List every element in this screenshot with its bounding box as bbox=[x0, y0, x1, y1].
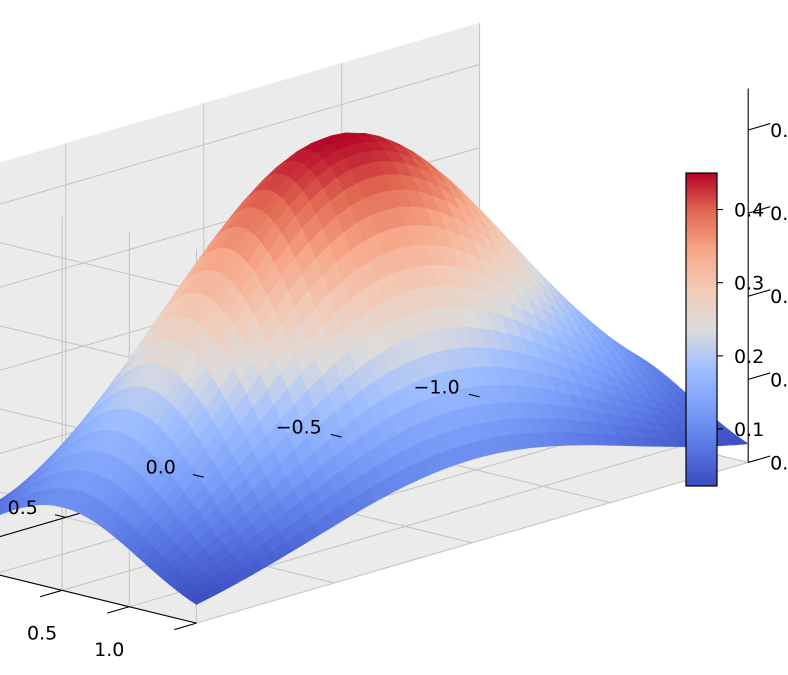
x-tick-mark bbox=[330, 433, 342, 438]
x-tick-label: 0.5 bbox=[8, 497, 38, 519]
surface-patch bbox=[726, 438, 750, 446]
y-tick-mark bbox=[107, 606, 130, 614]
x-tick-label: −0.5 bbox=[276, 417, 322, 439]
colorbar-gradient bbox=[685, 172, 718, 487]
z-tick-mark bbox=[748, 123, 771, 131]
gridline-z-back bbox=[0, 242, 197, 292]
y-tick-label: 0.5 bbox=[27, 622, 57, 644]
colorbar-tick-label: 0.1 bbox=[734, 419, 764, 441]
y-tick-label: 1.0 bbox=[94, 639, 124, 661]
z-tick-mark bbox=[748, 206, 771, 214]
tick-labels: −1.0−0.50.00.51.0−1.0−0.50.00.51.00.00.1… bbox=[8, 120, 788, 661]
colorbar: 0.1 0.2 0.3 0.4 bbox=[685, 172, 764, 487]
colorbar-tick-label: 0.4 bbox=[734, 200, 764, 222]
colorbar-tick-label: 0.2 bbox=[734, 346, 764, 368]
z-tick-label: 0.2 bbox=[770, 286, 788, 308]
gridline-y-floor bbox=[196, 461, 749, 624]
z-tick-mark bbox=[748, 372, 771, 380]
x-tick-mark bbox=[54, 514, 66, 518]
y-tick-mark bbox=[174, 622, 197, 631]
z-tick-label: 0.4 bbox=[770, 120, 788, 142]
x-tick-label: −1.0 bbox=[414, 376, 460, 398]
z-tick-label: 0.0 bbox=[770, 452, 788, 474]
z-tick-mark bbox=[748, 455, 771, 463]
z-tick-label: 0.1 bbox=[770, 369, 788, 391]
z-tick-mark bbox=[748, 289, 771, 297]
x-tick-mark bbox=[192, 474, 204, 478]
x-tick-mark bbox=[468, 393, 480, 398]
colorbar-tick-label: 0.3 bbox=[734, 273, 764, 295]
z-tick-label: 0.3 bbox=[770, 203, 788, 225]
y-tick-mark bbox=[39, 589, 63, 598]
gridline-z-side bbox=[0, 63, 480, 205]
x-tick-label: 0.0 bbox=[146, 457, 176, 479]
surface-plot bbox=[0, 132, 750, 605]
